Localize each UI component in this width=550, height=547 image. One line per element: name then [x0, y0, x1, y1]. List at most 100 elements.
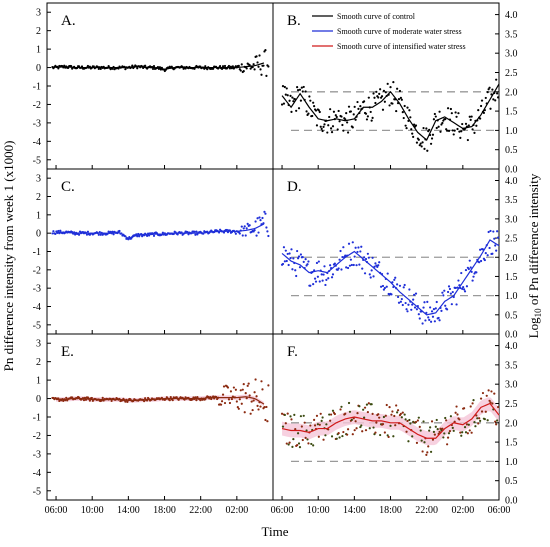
data-point: [406, 310, 409, 313]
data-point: [379, 285, 383, 288]
data-point: [286, 412, 289, 415]
data-point: [489, 229, 492, 233]
y-tick-label: 3.0: [505, 49, 518, 60]
data-point: [426, 451, 429, 454]
data-point: [383, 100, 386, 103]
data-point: [444, 118, 447, 121]
x-tick-label: 10:00: [307, 505, 330, 516]
data-point: [290, 248, 293, 251]
data-point: [341, 255, 344, 259]
data-point: [54, 232, 57, 235]
data-point: [359, 105, 362, 108]
data-point: [223, 64, 227, 68]
data-point: [301, 438, 304, 442]
data-point: [257, 408, 260, 411]
data-point: [234, 388, 237, 391]
data-point: [360, 245, 363, 248]
data-point: [296, 89, 300, 92]
data-point: [397, 301, 401, 304]
panel-letter: C.: [61, 179, 75, 195]
data-point: [259, 405, 262, 408]
data-point: [124, 400, 127, 403]
data-point: [175, 396, 178, 399]
data-point: [370, 403, 373, 406]
data-point: [331, 409, 335, 412]
data-point: [335, 437, 338, 440]
data-point: [469, 118, 472, 121]
data-point: [491, 88, 494, 91]
data-point: [262, 64, 265, 67]
data-point: [481, 391, 485, 395]
data-point: [354, 118, 357, 121]
data-point: [329, 264, 332, 267]
data-point: [438, 430, 441, 434]
y-tick-label: 0.0: [505, 330, 518, 341]
data-point: [328, 413, 331, 416]
y-tick-label: -3: [33, 449, 41, 460]
data-point: [465, 423, 469, 426]
y-tick-label: 4.0: [505, 176, 518, 187]
data-point: [419, 429, 422, 432]
data-point: [86, 64, 90, 68]
data-point: [406, 106, 409, 109]
data-point: [298, 88, 302, 91]
data-point: [238, 398, 241, 401]
data-point: [256, 217, 259, 220]
data-point: [329, 413, 333, 416]
x-tick-label: 14:00: [117, 505, 140, 516]
data-point: [264, 212, 267, 215]
x-tick-label: 18:00: [153, 505, 176, 516]
data-point: [421, 450, 424, 453]
data-point: [196, 233, 199, 236]
data-point: [483, 418, 486, 421]
data-point: [484, 252, 487, 255]
data-point: [227, 64, 231, 68]
data-point: [428, 318, 431, 321]
data-point: [252, 399, 255, 402]
data-point: [367, 256, 370, 259]
data-point: [256, 61, 259, 64]
x-tick-label: 14:00: [343, 505, 366, 516]
data-point: [480, 99, 484, 102]
data-point: [452, 133, 455, 136]
data-point: [226, 386, 230, 389]
data-point: [400, 98, 403, 101]
data-point: [415, 308, 419, 311]
y-tick-label: 4.0: [505, 341, 518, 352]
data-point: [397, 98, 401, 101]
data-point: [320, 273, 323, 276]
data-point: [194, 233, 197, 236]
data-point: [441, 121, 444, 125]
data-point: [417, 416, 420, 419]
data-point: [99, 67, 102, 71]
y-tick-label: -2: [33, 100, 41, 111]
data-point: [449, 292, 452, 295]
data-point: [408, 109, 411, 112]
data-point: [491, 402, 494, 405]
data-point: [312, 101, 315, 104]
y-tick-label: 3.0: [505, 214, 518, 225]
data-point: [370, 269, 373, 272]
data-point: [386, 82, 389, 85]
data-point: [394, 276, 397, 279]
data-point: [315, 261, 319, 265]
data-point: [429, 306, 432, 309]
smooth-curve: [281, 83, 500, 142]
x-tick-label: 18:00: [379, 505, 402, 516]
data-point: [265, 74, 268, 77]
data-point: [383, 431, 386, 434]
data-point: [228, 401, 232, 405]
y-tick-label: 3: [36, 339, 41, 350]
data-point: [439, 130, 442, 133]
y-tick-label: 3.5: [505, 360, 518, 371]
data-point: [321, 416, 324, 419]
data-point: [446, 107, 450, 110]
confidence-band: [282, 397, 499, 446]
data-point: [353, 429, 356, 432]
data-point: [484, 96, 487, 100]
data-point: [348, 410, 352, 413]
data-point: [379, 88, 382, 91]
data-point: [152, 65, 156, 68]
data-point: [242, 70, 245, 73]
y-tick-label: 1.5: [505, 107, 518, 118]
